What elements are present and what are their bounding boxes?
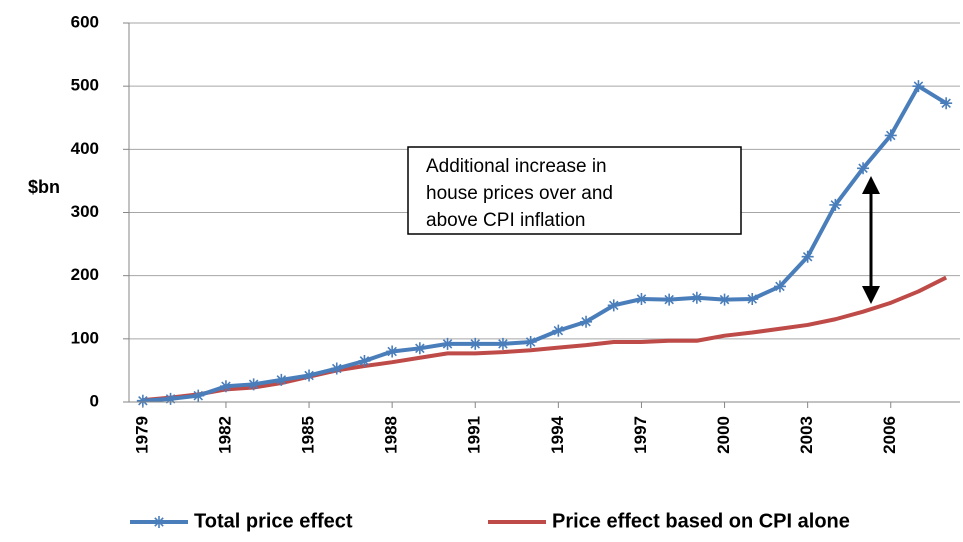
y-tick-label: 100 bbox=[71, 328, 99, 347]
x-tick-label: 2000 bbox=[714, 416, 733, 454]
point-marker bbox=[857, 162, 870, 175]
point-marker bbox=[829, 198, 842, 211]
x-tick-label: 1985 bbox=[299, 416, 318, 454]
x-tick-label: 2006 bbox=[880, 416, 899, 454]
point-marker bbox=[690, 291, 703, 304]
double-arrow bbox=[862, 176, 880, 304]
x-tick-label: 1991 bbox=[465, 416, 484, 454]
y-tick-label: 300 bbox=[71, 202, 99, 221]
point-marker bbox=[773, 280, 786, 293]
point-marker bbox=[358, 354, 371, 367]
point-marker bbox=[219, 380, 232, 393]
point-marker bbox=[303, 369, 316, 382]
arrow-head bbox=[862, 286, 880, 304]
series-line bbox=[142, 84, 948, 403]
y-tick-label: 500 bbox=[71, 76, 99, 95]
point-marker bbox=[801, 250, 814, 263]
point-marker bbox=[413, 342, 426, 355]
point-marker bbox=[912, 80, 925, 93]
y-tick-label: 200 bbox=[71, 265, 99, 284]
x-tick-label: 1982 bbox=[215, 416, 234, 454]
point-marker bbox=[552, 324, 565, 337]
point-marker bbox=[607, 299, 620, 312]
annotation-line: Additional increase in bbox=[426, 156, 607, 177]
x-tick-label: 1994 bbox=[548, 415, 567, 453]
x-tick-label: 1997 bbox=[631, 416, 650, 454]
y-tick-label: 0 bbox=[90, 391, 99, 410]
point-marker bbox=[247, 378, 260, 391]
point-marker bbox=[164, 392, 177, 405]
legend-marker bbox=[153, 516, 165, 528]
annotation-frame bbox=[407, 146, 742, 235]
point-marker bbox=[663, 293, 676, 306]
x-tick-label: 2003 bbox=[797, 416, 816, 454]
annotation-box: Additional increase in house prices over… bbox=[407, 146, 742, 235]
series-line bbox=[142, 275, 948, 403]
point-marker bbox=[192, 389, 205, 402]
point-marker bbox=[884, 129, 897, 142]
legend-label: Price effect based on CPI alone bbox=[552, 510, 850, 532]
point-marker bbox=[275, 373, 288, 386]
point-marker bbox=[940, 97, 953, 110]
point-marker bbox=[718, 293, 731, 306]
point-marker bbox=[580, 315, 593, 328]
point-marker bbox=[441, 337, 454, 350]
y-tick-label: 400 bbox=[71, 139, 99, 158]
point-marker bbox=[746, 293, 759, 306]
point-marker bbox=[635, 293, 648, 306]
point-marker bbox=[136, 394, 149, 407]
point-marker bbox=[496, 337, 509, 350]
y-axis-label: $bn bbox=[28, 177, 60, 197]
x-tick-label: 1988 bbox=[382, 416, 401, 454]
point-marker bbox=[330, 362, 343, 375]
annotation-line: house prices over and bbox=[426, 183, 613, 204]
point-marker bbox=[524, 335, 537, 348]
annotation-line: above CPI inflation bbox=[426, 210, 586, 231]
point-marker bbox=[386, 345, 399, 358]
legend-label: Total price effect bbox=[194, 510, 353, 532]
point-marker bbox=[469, 337, 482, 350]
y-tick-label: 600 bbox=[71, 12, 99, 31]
x-tick-label: 1979 bbox=[132, 416, 151, 454]
arrow-head bbox=[862, 176, 880, 194]
